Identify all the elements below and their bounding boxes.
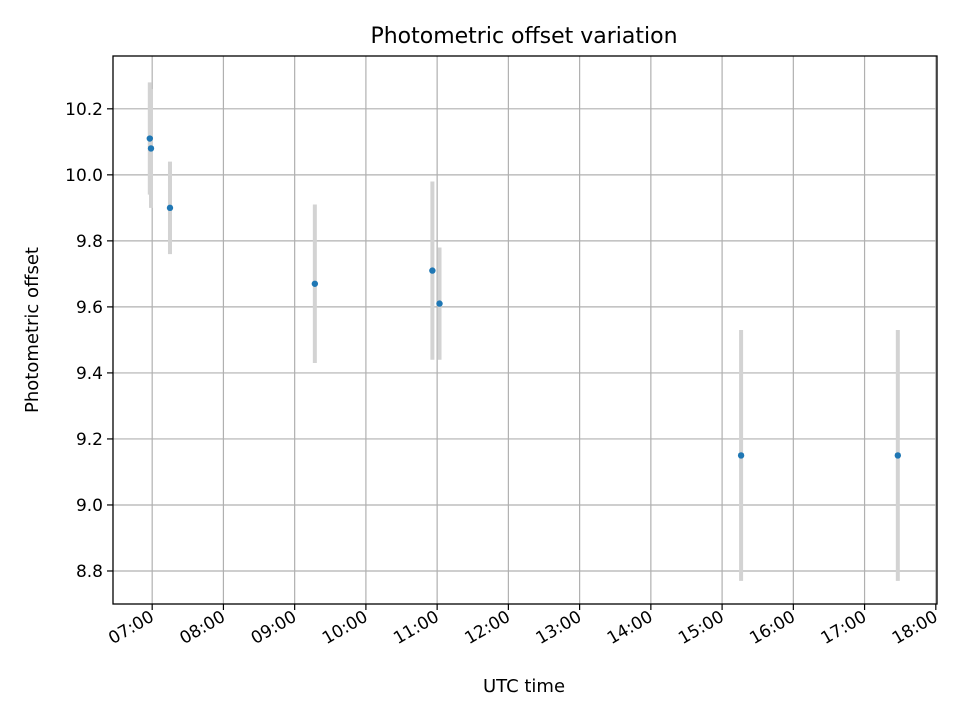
- data-point: [737, 452, 745, 459]
- y-tick-label: 9.6: [76, 298, 103, 318]
- y-tick-label: 10.0: [65, 166, 103, 186]
- data-point: [436, 300, 443, 307]
- data-point: [166, 204, 174, 212]
- x-tick-label: 16:00: [746, 607, 798, 649]
- data-point: [894, 452, 902, 459]
- chart-title: Photometric offset variation: [370, 24, 677, 49]
- y-tick-label: 9.8: [76, 232, 103, 252]
- y-tick-label: 9.0: [76, 496, 103, 516]
- data-point: [311, 280, 319, 287]
- y-axis: 8.8 9.0 9.2 9.4 9.6 9.8 10.0 10.2: [65, 100, 113, 582]
- x-tick-label: 12:00: [461, 607, 513, 649]
- y-tick-label: 9.4: [76, 364, 103, 384]
- x-axis: 07:00 08:00 09:00 10:00 11:00 12:00 13:00 14:00…: [105, 604, 941, 649]
- data-point: [147, 145, 155, 152]
- x-tick-label: 17:00: [818, 607, 870, 649]
- x-tick-label: 18:00: [889, 607, 941, 649]
- x-tick-label: 11:00: [390, 607, 442, 649]
- x-tick-label: 09:00: [248, 607, 300, 649]
- y-tick-label: 10.2: [65, 100, 103, 120]
- plot-frame: [112, 55, 938, 605]
- grid: [113, 56, 937, 604]
- x-tick-label: 08:00: [176, 607, 228, 649]
- error-bars: [147, 82, 900, 581]
- x-tick-label: 14:00: [604, 607, 656, 649]
- y-tick-label: 9.2: [76, 430, 103, 450]
- data-point: [146, 135, 154, 142]
- x-tick-label: 13:00: [533, 607, 585, 649]
- x-tick-label: 10:00: [319, 607, 371, 649]
- x-tick-label: 07:00: [105, 607, 157, 649]
- data-points: [146, 135, 902, 459]
- x-tick-label: 15:00: [675, 607, 727, 649]
- y-tick-label: 8.8: [76, 562, 103, 582]
- data-point: [429, 267, 436, 274]
- x-axis-label: UTC time: [483, 676, 565, 697]
- y-axis-label: Photometric offset: [22, 247, 43, 413]
